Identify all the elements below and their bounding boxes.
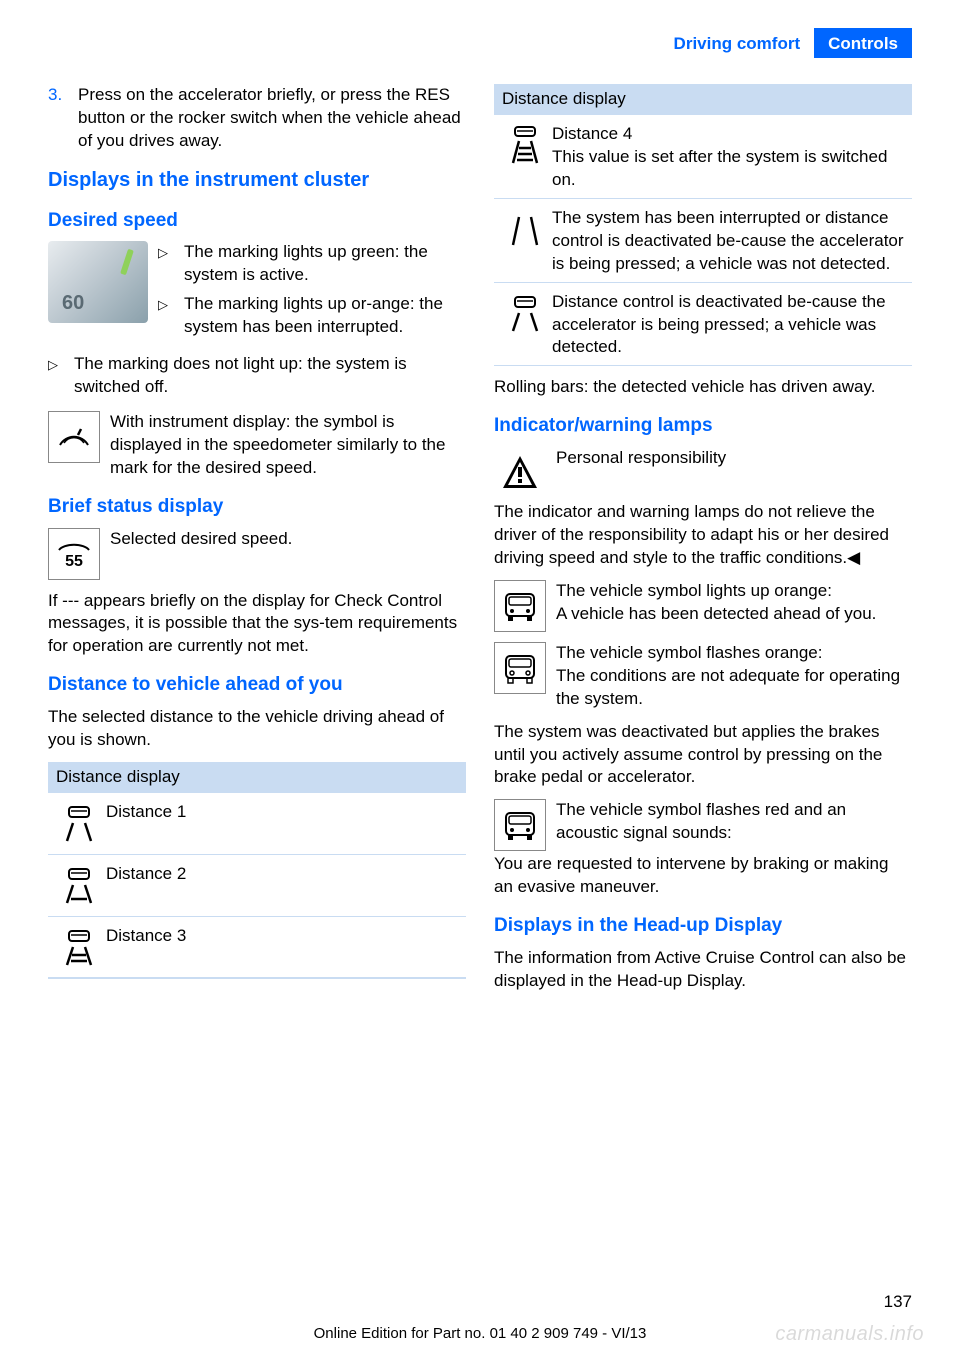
distance-1-icon <box>52 799 106 845</box>
step-3: 3. Press on the accelerator briefly, or … <box>48 84 466 153</box>
watermark: carmanuals.info <box>775 1321 924 1348</box>
header-section: Driving comfort <box>660 28 815 58</box>
orange-line-1: The vehicle symbol lights up orange: <box>556 580 912 603</box>
heading-displays: Displays in the instrument cluster <box>48 167 466 194</box>
brief-icon-number: 55 <box>65 554 83 570</box>
distance-row-2: Distance 2 <box>48 855 466 917</box>
orange-line-2: A vehicle has been detected ahead of you… <box>556 603 912 626</box>
distance-table-header: Distance display <box>48 762 466 793</box>
distance-3-icon <box>52 923 106 969</box>
speedometer-symbol-icon <box>48 411 100 463</box>
triangle-bullet-icon: ▷ <box>48 353 74 399</box>
vehicle-orange-solid: The vehicle symbol lights up orange: A v… <box>494 580 912 632</box>
distance-intro: The selected distance to the vehicle dri… <box>48 706 466 752</box>
distance-row-text: Distance control is deactivated be‐cause… <box>552 289 908 360</box>
step-text: Press on the accelerator briefly, or pre… <box>78 84 466 153</box>
page-number: 137 <box>884 1291 912 1314</box>
triangle-bullet-icon: ▷ <box>158 293 184 339</box>
bullet-text: The marking lights up or‐ange: the syste… <box>184 293 466 339</box>
warning-block: Personal responsibility The indicator an… <box>494 447 912 570</box>
distance-row-4: Distance 4 This value is set after the s… <box>494 115 912 199</box>
distance-row-interrupted: The system has been interrupted or dista… <box>494 199 912 283</box>
heading-brief-status: Brief status display <box>48 494 466 520</box>
warning-body: The indicator and warning lamps do not r… <box>494 501 912 570</box>
triangle-bullet-icon: ▷ <box>158 241 184 287</box>
distance-row-text: The system has been interrupted or dista… <box>552 205 908 276</box>
bullet-off: ▷ The marking does not light up: the sys… <box>48 353 466 399</box>
heading-headup: Displays in the Head-up Display <box>494 913 912 939</box>
heading-desired-speed: Desired speed <box>48 208 466 234</box>
distance-4-label: Distance 4 <box>552 123 908 146</box>
instrument-display-note: With instrument display: the symbol is d… <box>48 411 466 480</box>
red-flash-line-2: You are requested to intervene by brakin… <box>494 853 912 899</box>
vehicle-front-icon <box>494 799 546 851</box>
brief-status-para: If --- appears briefly on the display fo… <box>48 590 466 659</box>
step-number: 3. <box>48 84 78 153</box>
vehicle-red-flash: The vehicle symbol flashes red and an ac… <box>494 799 912 851</box>
desired-speed-icon: 55 <box>48 528 100 580</box>
distance-no-vehicle-icon <box>498 205 552 251</box>
warning-triangle-icon <box>494 447 546 499</box>
speedometer-gauge-image: 60 <box>48 241 148 323</box>
red-flash-line-1: The vehicle symbol flashes red and an ac… <box>556 799 912 845</box>
left-column: 3. Press on the accelerator briefly, or … <box>48 84 466 1003</box>
distance-row-text: Distance 4 This value is set after the s… <box>552 121 908 192</box>
deactivated-para: The system was deactivated but applies t… <box>494 721 912 790</box>
heading-distance-ahead: Distance to vehicle ahead of you <box>48 672 466 698</box>
header-chapter: Controls <box>814 28 912 58</box>
distance-row-3: Distance 3 <box>48 917 466 979</box>
bullet-green: ▷ The marking lights up green: the syste… <box>158 241 466 287</box>
right-column: Distance display Distance 4 This <box>494 84 912 1003</box>
distance-row-1: Distance 1 <box>48 793 466 855</box>
headup-text: The information from Active Cruise Contr… <box>494 947 912 993</box>
distance-row-detected: Distance control is deactivated be‐cause… <box>494 283 912 367</box>
bullet-text: The marking lights up green: the system … <box>184 241 466 287</box>
vehicle-front-outline-icon <box>494 642 546 694</box>
gauge-number: 60 <box>62 290 84 317</box>
page-header: Driving comfort Controls <box>48 28 912 58</box>
vehicle-front-icon <box>494 580 546 632</box>
rolling-bars-text: Rolling bars: the detected vehicle has d… <box>494 376 912 399</box>
orange-flash-line-2: The conditions are not adequate for oper… <box>556 665 912 711</box>
distance-table-header-2: Distance display <box>494 84 912 115</box>
distance-4-icon <box>498 121 552 167</box>
bullet-text: The marking does not light up: the syste… <box>74 353 466 399</box>
heading-indicator-lamps: Indicator/warning lamps <box>494 413 912 439</box>
distance-4-desc: This value is set after the system is sw… <box>552 146 908 192</box>
bullet-orange: ▷ The marking lights up or‐ange: the sys… <box>158 293 466 339</box>
distance-row-text: Distance 2 <box>106 861 462 886</box>
distance-row-text: Distance 3 <box>106 923 462 948</box>
brief-status-row: 55 Selected desired speed. <box>48 528 466 580</box>
vehicle-orange-flash: The vehicle symbol flashes orange: The c… <box>494 642 912 711</box>
distance-row-text: Distance 1 <box>106 799 462 824</box>
distance-vehicle-detected-icon <box>498 289 552 335</box>
brief-status-text: Selected desired speed. <box>110 528 466 551</box>
warning-title: Personal responsibility <box>556 447 912 470</box>
orange-flash-line-1: The vehicle symbol flashes orange: <box>556 642 912 665</box>
instrument-display-text: With instrument display: the symbol is d… <box>110 411 466 480</box>
distance-2-icon <box>52 861 106 907</box>
